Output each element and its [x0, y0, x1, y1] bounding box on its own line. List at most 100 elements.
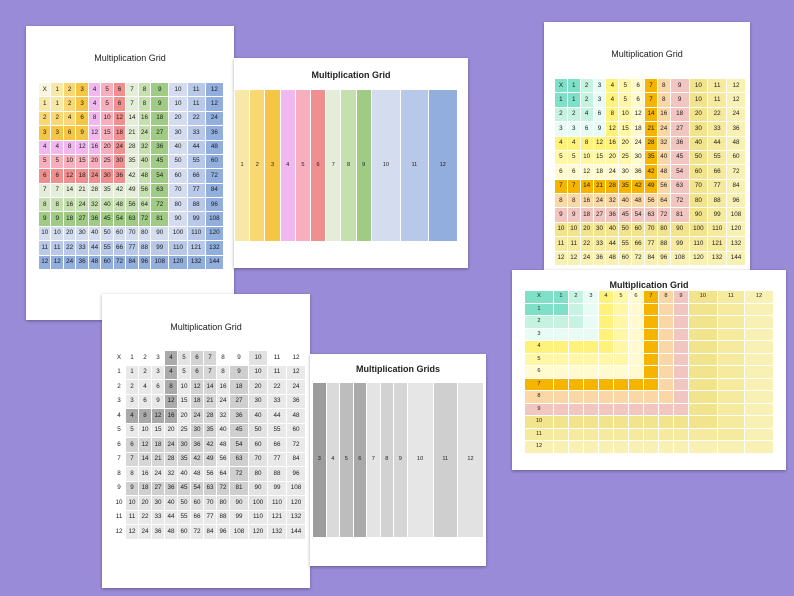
column-header-cell: 2 [250, 90, 265, 241]
product-cell: 84 [205, 183, 223, 197]
grid-row: 12 12 24 36 48 60 72 84 96 108 120 132 144 [113, 525, 305, 539]
product-cell: 100 [248, 496, 267, 510]
product-cell: 28 [165, 452, 177, 467]
product-cell: 35 [645, 150, 657, 165]
product-cell: 21 [645, 122, 657, 136]
product-cell [744, 353, 773, 366]
product-cell: 44 [606, 237, 619, 251]
product-cell: 48 [606, 251, 619, 265]
product-cell: 96 [205, 198, 223, 212]
product-cell: 48 [657, 165, 670, 179]
grid-row: 4 4 8 12 16 20 24 28 32 36 40 44 48 [39, 140, 223, 154]
product-cell: 132 [286, 510, 305, 525]
row-header-cell: 8 [39, 198, 51, 212]
product-cell: 20 [580, 222, 593, 237]
product-cell: 90 [248, 481, 267, 496]
product-cell: 36 [191, 438, 203, 452]
product-cell: 35 [101, 183, 113, 197]
product-cell: 14 [580, 179, 593, 193]
product-cell: 40 [88, 226, 101, 241]
row-header-cell: 7 [113, 452, 125, 467]
product-cell: 36 [670, 136, 689, 150]
product-cell: 30 [178, 438, 190, 452]
grid-row: 8 [525, 391, 773, 403]
product-cell: 14 [645, 107, 657, 122]
product-cell: 7 [567, 179, 580, 193]
product-cell: 121 [267, 510, 286, 525]
column-header-cell: 8 [657, 79, 670, 93]
product-cell [568, 441, 583, 453]
product-cell [553, 341, 568, 353]
product-cell: 4 [580, 107, 593, 122]
product-cell: 44 [708, 136, 727, 150]
product-cell: 72 [138, 212, 151, 226]
column-header-cell: 4 [280, 90, 295, 241]
row-header-cell: 11 [113, 510, 125, 525]
row-header-cell: 8 [525, 391, 553, 403]
product-cell [658, 353, 673, 366]
product-cell: 4 [51, 140, 63, 154]
product-cell: 60 [727, 150, 745, 165]
rainbow-full-grid-page: Multiplication Grid X 1 2 3 4 5 6 7 8 9 10 11 12 1 1 2 3… [26, 26, 234, 320]
product-cell [583, 366, 598, 378]
product-cell: 21 [593, 179, 606, 193]
column-header-cell: 11 [708, 79, 727, 93]
product-cell [643, 441, 658, 453]
product-cell: 12 [63, 169, 76, 183]
product-cell: 2 [139, 365, 151, 380]
column-header-cell: 11 [267, 351, 286, 365]
product-cell: 144 [727, 251, 745, 265]
product-cell: 99 [230, 510, 248, 525]
column-header-cell: 1 [126, 351, 138, 365]
product-cell: 10 [619, 107, 632, 122]
product-cell: 30 [619, 165, 632, 179]
product-cell: 20 [689, 107, 708, 122]
product-cell: 44 [267, 409, 286, 423]
product-cell: 4 [88, 97, 101, 111]
row-header-cell: 10 [555, 222, 567, 237]
product-cell: 88 [217, 510, 229, 525]
product-cell: 40 [606, 222, 619, 237]
product-cell [628, 378, 643, 391]
grid-row: 2 2 4 6 8 10 12 14 16 18 20 22 24 [555, 107, 745, 122]
product-cell: 8 [138, 97, 151, 111]
product-cell: 12 [191, 380, 203, 394]
column-header-cell: 11 [717, 291, 744, 303]
product-cell [613, 378, 628, 391]
product-cell: 96 [286, 467, 305, 481]
product-cell: 24 [286, 380, 305, 394]
product-cell [613, 328, 628, 341]
grid-row: 6 6 12 18 24 30 36 42 48 54 60 66 72 [39, 169, 223, 183]
product-cell [643, 378, 658, 391]
product-cell [688, 428, 717, 441]
product-cell: 56 [138, 183, 151, 197]
product-cell: 55 [178, 510, 190, 525]
product-cell: 40 [619, 194, 632, 208]
product-cell: 14 [63, 183, 76, 197]
product-cell: 32 [606, 194, 619, 208]
product-cell: 1 [567, 93, 580, 107]
product-cell [744, 378, 773, 391]
grid-row: 4 4 8 12 16 20 24 28 32 36 40 44 48 [113, 409, 305, 423]
column-header-cell: 4 [326, 383, 340, 537]
product-cell [643, 328, 658, 341]
product-cell: 12 [593, 136, 606, 150]
product-cell: 10 [567, 222, 580, 237]
grid-row: 5 5 10 15 20 25 30 35 40 45 50 55 60 [113, 423, 305, 438]
product-cell: 2 [126, 380, 138, 394]
product-cell: 40 [689, 136, 708, 150]
product-cell: 60 [191, 496, 203, 510]
product-cell: 60 [205, 154, 223, 169]
product-cell: 80 [169, 198, 187, 212]
column-header-cell: 1 [567, 79, 580, 93]
product-cell: 99 [708, 208, 727, 222]
product-cell: 36 [152, 525, 164, 539]
row-header-cell: 2 [525, 316, 553, 328]
column-header-cell: 10 [688, 291, 717, 303]
product-cell: 50 [248, 423, 267, 438]
product-cell [643, 341, 658, 353]
product-cell: 18 [151, 111, 169, 126]
product-cell: 42 [632, 179, 645, 193]
product-cell: 27 [151, 126, 169, 140]
product-cell: 48 [165, 525, 177, 539]
